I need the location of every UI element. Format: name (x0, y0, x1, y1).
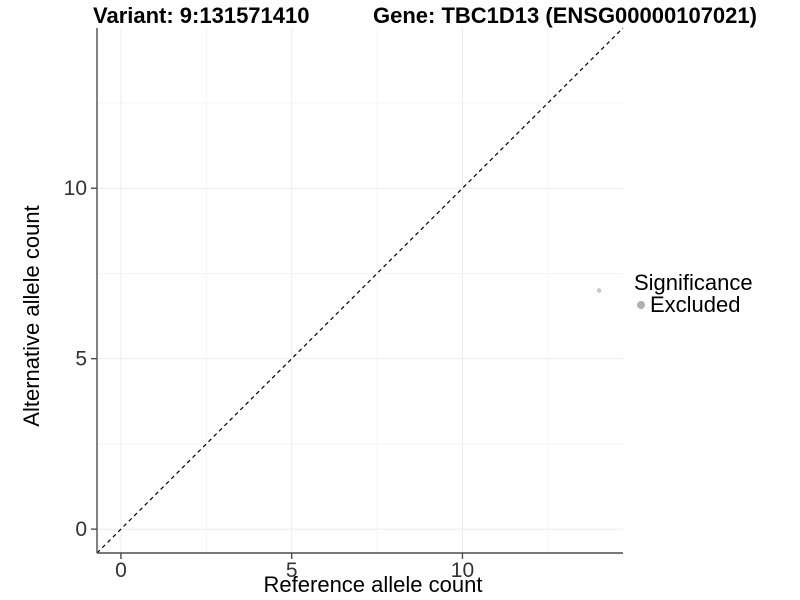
gene-title: Gene: TBC1D13 (ENSG00000107021) (373, 3, 757, 28)
x-axis-title: Reference allele count (263, 572, 483, 597)
legend-key-dot-icon (637, 301, 645, 309)
y-tick-label: 10 (64, 177, 87, 200)
y-axis-title: Alternative allele count (19, 205, 44, 427)
identity-line (96, 27, 624, 554)
y-tick-label: 5 (75, 348, 87, 371)
legend-item-excluded: Excluded (637, 294, 753, 316)
variant-title: Variant: 9:131571410 (93, 3, 310, 28)
legend-item-label: Excluded (650, 292, 741, 317)
x-tick-label: 10 (451, 559, 474, 582)
y-tick-label: 0 (75, 518, 87, 541)
data-point (596, 288, 602, 293)
x-tick-label: 0 (115, 559, 127, 582)
x-tick-label: 5 (286, 559, 298, 582)
legend: Significance Excluded (634, 271, 753, 316)
legend-title: Significance (634, 270, 753, 295)
